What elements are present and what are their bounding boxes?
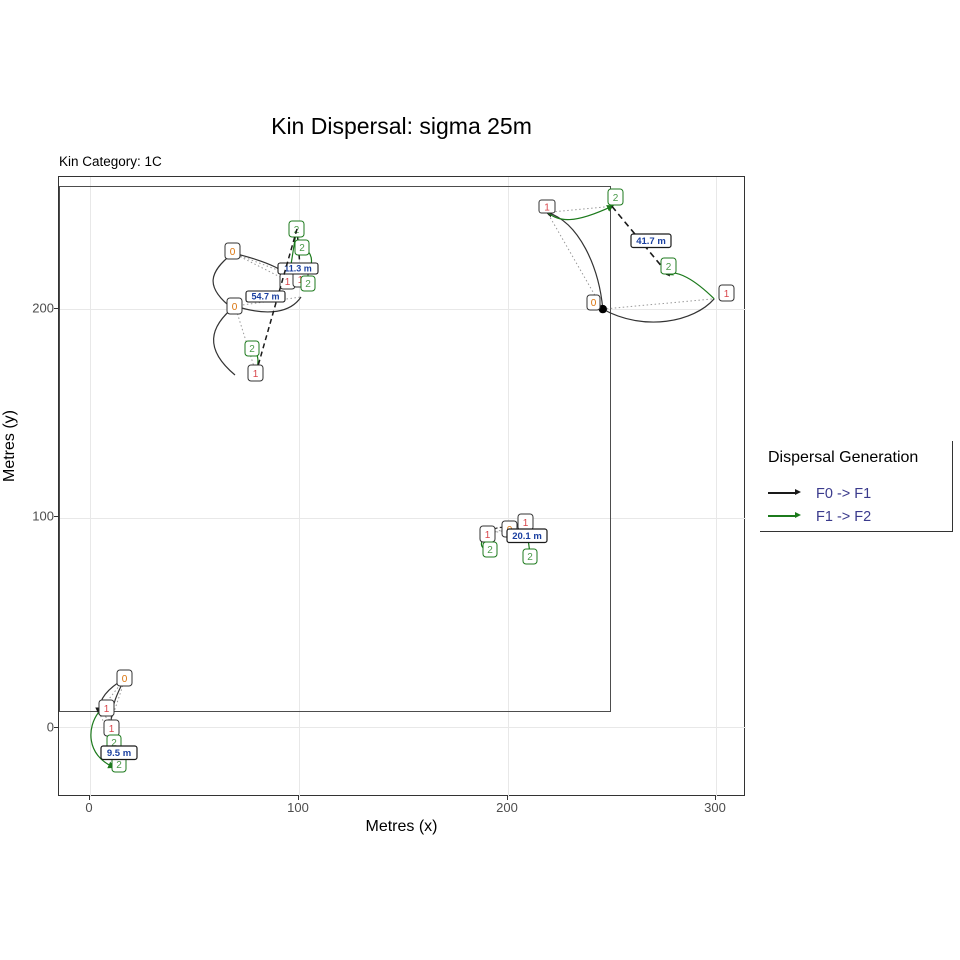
svg-text:1: 1: [104, 704, 110, 715]
svg-text:2: 2: [487, 545, 493, 556]
svg-text:20.1 m: 20.1 m: [512, 531, 542, 542]
svg-text:1: 1: [724, 289, 730, 300]
svg-text:2: 2: [299, 243, 305, 254]
svg-text:2: 2: [613, 193, 619, 204]
svg-text:0: 0: [591, 298, 597, 309]
svg-text:2: 2: [527, 552, 533, 563]
svg-text:1: 1: [485, 530, 491, 541]
svg-text:1: 1: [253, 369, 259, 380]
svg-text:11.3 m: 11.3 m: [284, 264, 312, 274]
svg-text:2: 2: [305, 279, 311, 290]
svg-text:0: 0: [122, 674, 128, 685]
svg-text:54.7 m: 54.7 m: [251, 292, 279, 302]
svg-text:0: 0: [232, 302, 238, 313]
svg-text:2: 2: [666, 262, 672, 273]
svg-text:2: 2: [116, 760, 122, 771]
svg-text:1: 1: [523, 518, 529, 529]
svg-text:1: 1: [285, 277, 291, 288]
svg-text:41.7 m: 41.7 m: [636, 236, 666, 247]
svg-text:2: 2: [249, 344, 255, 355]
svg-text:1: 1: [109, 724, 115, 735]
svg-text:9.5 m: 9.5 m: [107, 748, 131, 759]
svg-text:1: 1: [544, 203, 550, 214]
svg-text:0: 0: [230, 247, 236, 258]
